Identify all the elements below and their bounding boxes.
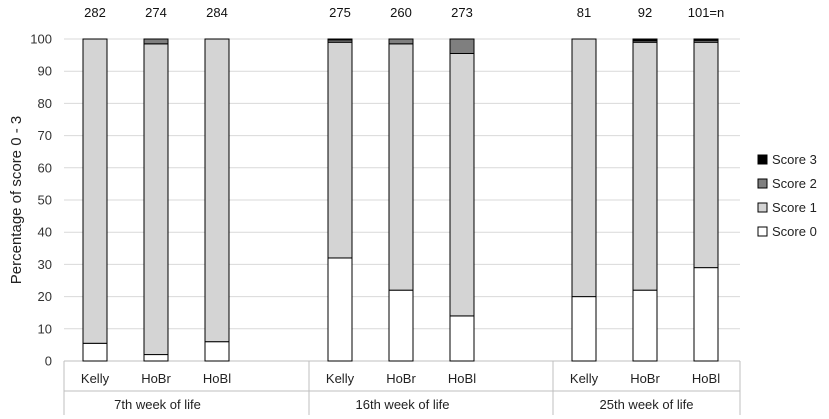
n-label-g1-hobl: 284	[206, 5, 228, 20]
y-tick-label-50: 50	[38, 193, 52, 208]
bar-segment-score-0-g2-kelly	[327, 257, 353, 362]
bar-segment-score-3-g2-kelly	[327, 38, 353, 41]
n-label-g1-hobr: 274	[145, 5, 167, 20]
y-tick-label-60: 60	[38, 160, 52, 175]
bar-segment-score-2-g2-hobl	[449, 38, 475, 54]
category-label-g3-kelly: Kelly	[570, 371, 599, 386]
n-label-g3-kelly: 81	[577, 5, 591, 20]
y-tick-label-80: 80	[38, 96, 52, 111]
y-tick-label-70: 70	[38, 128, 52, 143]
bar-segment-score-3-g3-hobl	[693, 38, 719, 41]
y-tick-label-90: 90	[38, 64, 52, 79]
legend-label-score-0: Score 0	[772, 224, 817, 239]
bar-segment-score-3-g3-hobr	[632, 38, 658, 42]
group-label-1: 7th week of life	[114, 397, 201, 412]
bar-segment-score-0-g1-hobr	[143, 354, 169, 362]
category-label-g1-kelly: Kelly	[81, 371, 110, 386]
category-label-g2-hobl: HoBl	[448, 371, 476, 386]
n-label-g1-kelly: 282	[84, 5, 106, 20]
bar-segment-score-0-g2-hobl	[449, 315, 475, 362]
category-label-g3-hobl: HoBl	[692, 371, 720, 386]
bar-segment-score-1-g3-hobl	[693, 41, 719, 269]
n-label-g3-hobl: 101=n	[688, 5, 725, 20]
y-tick-label-0: 0	[45, 354, 52, 369]
category-label-g3-hobr: HoBr	[630, 371, 660, 386]
bar-segment-score-1-g3-kelly	[571, 38, 597, 298]
bar-segment-score-0-g1-kelly	[82, 342, 108, 362]
n-label-g3-hobr: 92	[638, 5, 652, 20]
y-tick-label-100: 100	[30, 32, 52, 47]
n-label-g2-hobl: 273	[451, 5, 473, 20]
bar-segment-score-2-g2-hobr	[388, 38, 414, 45]
y-axis-label: Percentage of score 0 - 3	[8, 116, 25, 284]
legend-label-score-3: Score 3	[772, 152, 817, 167]
bar-segment-score-1-g1-hobr	[143, 43, 169, 356]
bar-segment-score-1-g2-hobr	[388, 43, 414, 291]
legend-swatch-score-2	[757, 178, 768, 189]
bar-segment-score-0-g1-hobl	[204, 341, 230, 362]
category-label-g2-hobr: HoBr	[386, 371, 416, 386]
bar-segment-score-1-g2-kelly	[327, 41, 353, 259]
legend-swatch-score-3	[757, 154, 768, 165]
legend-label-score-2: Score 2	[772, 176, 817, 191]
legend-swatch-score-0	[757, 226, 768, 237]
bar-segment-score-1-g2-hobl	[449, 52, 475, 317]
legend-label-score-1: Score 1	[772, 200, 817, 215]
bar-segment-score-2-g1-hobr	[143, 38, 169, 45]
category-label-g1-hobr: HoBr	[141, 371, 171, 386]
y-tick-label-20: 20	[38, 289, 52, 304]
n-label-g2-kelly: 275	[329, 5, 351, 20]
bar-segment-score-0-g3-hobl	[693, 267, 719, 362]
bar-segment-score-0-g3-hobr	[632, 289, 658, 362]
y-tick-label-40: 40	[38, 225, 52, 240]
category-label-g2-kelly: Kelly	[326, 371, 355, 386]
group-label-3: 25th week of life	[600, 397, 694, 412]
n-label-g2-hobr: 260	[390, 5, 412, 20]
bar-segment-score-1-g1-kelly	[82, 38, 108, 344]
category-label-g1-hobl: HoBl	[203, 371, 231, 386]
bar-segment-score-1-g1-hobl	[204, 38, 230, 343]
bar-segment-score-0-g3-kelly	[571, 296, 597, 362]
bar-segment-score-1-g3-hobr	[632, 41, 658, 291]
bar-segment-score-0-g2-hobr	[388, 289, 414, 362]
legend-swatch-score-1	[757, 202, 768, 213]
group-label-2: 16th week of life	[356, 397, 450, 412]
y-tick-label-30: 30	[38, 257, 52, 272]
y-tick-label-10: 10	[38, 321, 52, 336]
